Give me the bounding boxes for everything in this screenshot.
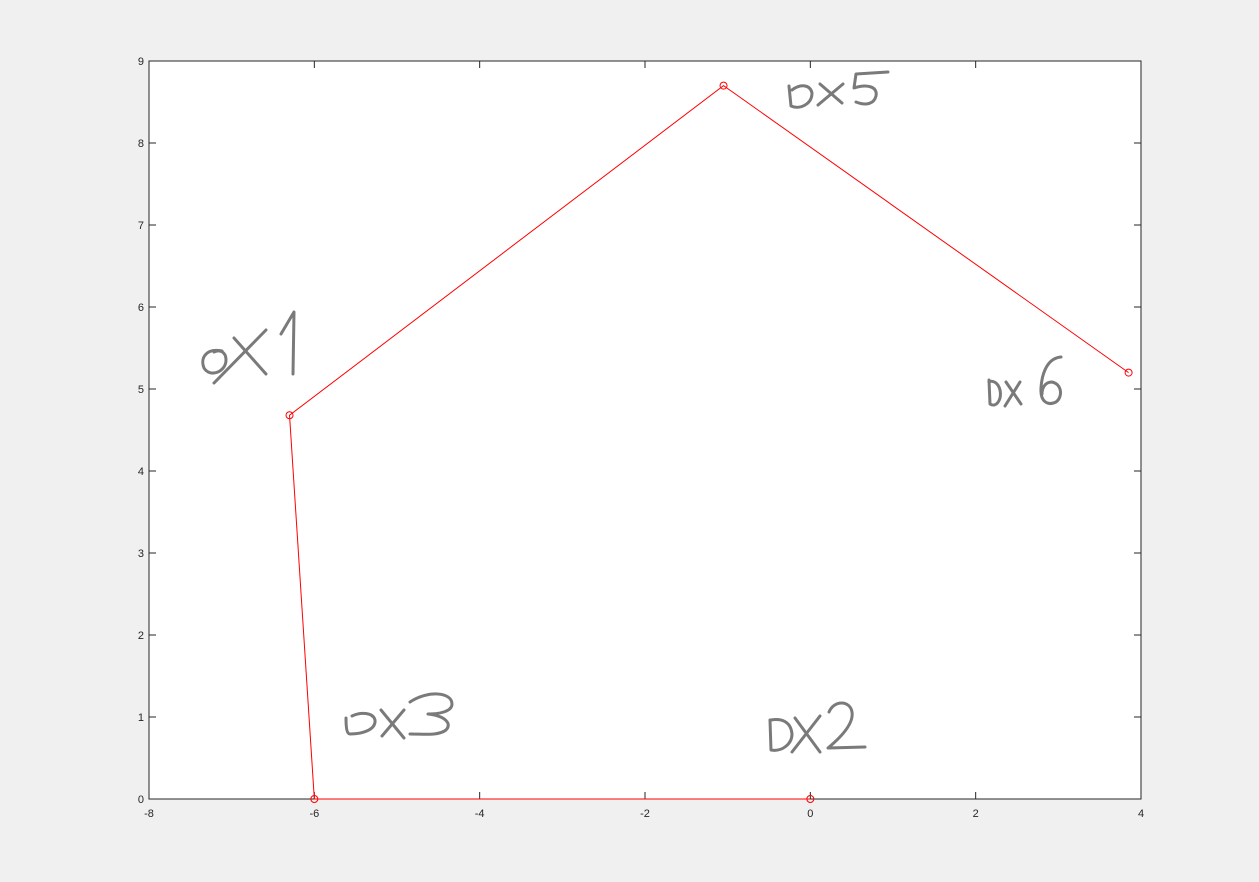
data-point-marker: [310, 795, 319, 803]
handwritten-annotations: [201, 70, 1063, 754]
data-point-marker: [1124, 368, 1133, 377]
data-point-marker: [285, 411, 294, 420]
annotation-ox6: [987, 355, 1063, 408]
x-tick-label: -8: [144, 808, 154, 820]
y-tick-label: 3: [138, 548, 144, 560]
x-tick-label: 2: [973, 808, 979, 820]
annotation-ox1: [201, 310, 296, 385]
y-tick-label: 1: [138, 712, 144, 724]
data-series: [285, 81, 1133, 803]
annotation-ox5: [787, 70, 890, 109]
x-tick-label: 4: [1138, 808, 1144, 820]
x-tick-label: -2: [640, 808, 650, 820]
axis-tick-labels: -8 -6 -4 -2 0 2 4 0 1 2 3 4 5 6 7 8 9: [138, 56, 1144, 820]
annotation-ox2: [768, 701, 867, 754]
x-tick-label: 0: [807, 808, 813, 820]
data-point-marker: [719, 81, 728, 90]
y-tick-label: 2: [138, 630, 144, 642]
y-tick-label: 9: [138, 56, 144, 68]
y-tick-label: 0: [138, 794, 144, 806]
series-line: [289, 84, 1129, 800]
y-tick-label: 7: [138, 220, 144, 232]
y-tick-label: 5: [138, 384, 144, 396]
axis-ticks: [148, 60, 1142, 800]
x-tick-label: -6: [309, 808, 319, 820]
axes-background: [148, 60, 1142, 800]
x-tick-label: -4: [475, 808, 485, 820]
y-tick-label: 4: [138, 466, 144, 478]
data-point-marker: [806, 795, 815, 803]
y-tick-label: 6: [138, 302, 144, 314]
y-tick-label: 8: [138, 138, 144, 150]
annotation-ox3: [344, 692, 454, 740]
